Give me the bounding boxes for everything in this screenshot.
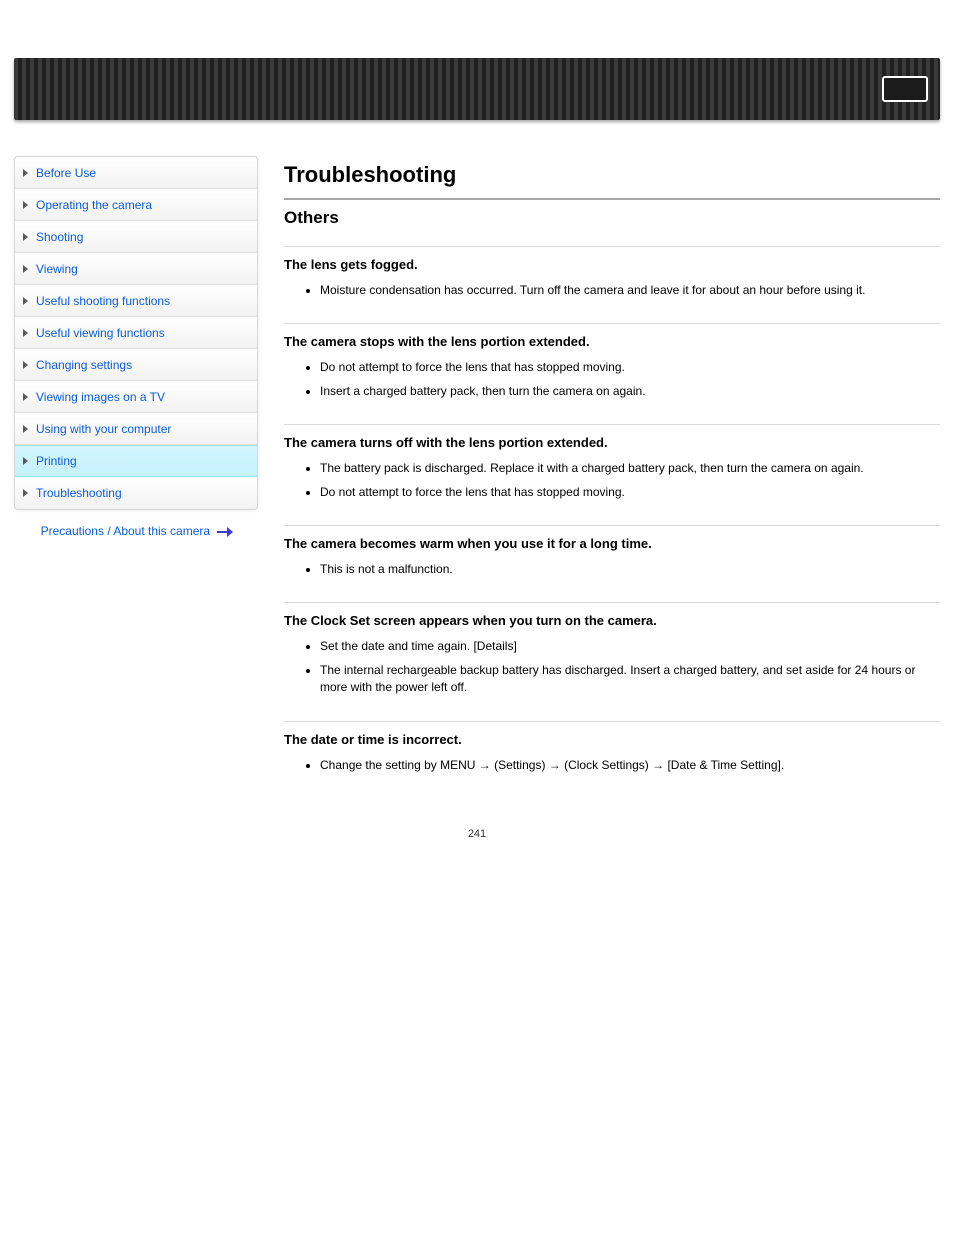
sidebar-item[interactable]: Printing <box>15 445 257 477</box>
list-item: Set the date and time again. [Details] <box>320 638 940 655</box>
subsection-heading: The lens gets fogged. <box>284 257 940 272</box>
sidebar-item-label: Useful shooting functions <box>36 294 170 308</box>
subsection-heading: The Clock Set screen appears when you tu… <box>284 613 940 628</box>
caret-right-icon <box>23 265 28 273</box>
columns: Before Use Operating the camera Shooting Vi… <box>14 156 940 798</box>
list-item: Do not attempt to force the lens that ha… <box>320 359 940 376</box>
sidebar-item-label: Viewing images on a TV <box>36 390 165 404</box>
sidebar-item-label: Printing <box>36 454 77 468</box>
page: Before Use Operating the camera Shooting Vi… <box>0 58 954 880</box>
caret-right-icon <box>23 489 28 497</box>
subsection: The camera turns off with the lens porti… <box>284 424 940 525</box>
subsection-list: The battery pack is discharged. Replace … <box>320 460 940 501</box>
page-number: 241 <box>14 828 940 840</box>
subsection-heading: The camera turns off with the lens porti… <box>284 435 940 450</box>
sidebar-item-label: Using with your computer <box>36 422 171 436</box>
arrow-right-icon <box>217 528 231 536</box>
caret-right-icon <box>23 329 28 337</box>
sidebar-item[interactable]: Viewing images on a TV <box>15 381 257 413</box>
sidebar-footer-link[interactable]: Precautions / About this camera <box>14 524 258 538</box>
sidebar-item-label: Changing settings <box>36 358 132 372</box>
sidebar-footer-label: Precautions / About this camera <box>41 524 210 538</box>
caret-right-icon <box>23 297 28 305</box>
subsection-list: Moisture condensation has occurred. Turn… <box>320 282 940 299</box>
subsection-list: Set the date and time again. [Details] Th… <box>320 638 940 696</box>
subsection: The camera becomes warm when you use it … <box>284 525 940 602</box>
subsection: The lens gets fogged. Moisture condensati… <box>284 246 940 323</box>
list-item: Change the setting by MENU → (Settings) … <box>320 757 940 774</box>
sidebar-item[interactable]: Using with your computer <box>15 413 257 445</box>
list-item: The internal rechargeable backup battery… <box>320 662 940 697</box>
subsection: The Clock Set screen appears when you tu… <box>284 602 940 720</box>
sidebar-item-label: Useful viewing functions <box>36 326 165 340</box>
sidebar-item[interactable]: Changing settings <box>15 349 257 381</box>
sidebar-item[interactable]: Troubleshooting <box>15 477 257 509</box>
sidebar-item-label: Before Use <box>36 166 96 180</box>
page-title: Troubleshooting <box>284 162 940 188</box>
subsection-list: Change the setting by MENU → (Settings) … <box>320 757 940 774</box>
caret-right-icon <box>23 393 28 401</box>
subsections: The lens gets fogged. Moisture condensati… <box>284 246 940 798</box>
caret-right-icon <box>23 169 28 177</box>
sidebar-item[interactable]: Useful shooting functions <box>15 285 257 317</box>
caret-right-icon <box>23 201 28 209</box>
subsection-list: Do not attempt to force the lens that ha… <box>320 359 940 400</box>
subsection-heading: The camera stops with the lens portion e… <box>284 334 940 349</box>
list-item: Insert a charged battery pack, then turn… <box>320 383 940 400</box>
list-item: The battery pack is discharged. Replace … <box>320 460 940 477</box>
caret-right-icon <box>23 425 28 433</box>
sidebar-item[interactable]: Operating the camera <box>15 189 257 221</box>
caret-right-icon <box>23 457 28 465</box>
section-title: Others <box>284 198 940 234</box>
list-item: This is not a malfunction. <box>320 561 940 578</box>
sidebar-item[interactable]: Viewing <box>15 253 257 285</box>
list-item: Do not attempt to force the lens that ha… <box>320 484 940 501</box>
sidebar-item-label: Operating the camera <box>36 198 152 212</box>
caret-right-icon <box>23 233 28 241</box>
sidebar: Before Use Operating the camera Shooting Vi… <box>14 156 258 798</box>
caret-right-icon <box>23 361 28 369</box>
sidebar-item[interactable]: Useful viewing functions <box>15 317 257 349</box>
subsection: The date or time is incorrect. Change the… <box>284 721 940 798</box>
sidebar-item-label: Shooting <box>36 230 83 244</box>
header-bar <box>14 58 940 120</box>
subsection-heading: The camera becomes warm when you use it … <box>284 536 940 551</box>
list-item: Moisture condensation has occurred. Turn… <box>320 282 940 299</box>
main-content: Troubleshooting Others The lens gets fog… <box>284 156 940 798</box>
nav-panel: Before Use Operating the camera Shooting Vi… <box>14 156 258 510</box>
header-button[interactable] <box>882 76 928 102</box>
subsection-list: This is not a malfunction. <box>320 561 940 578</box>
subsection-heading: The date or time is incorrect. <box>284 732 940 747</box>
sidebar-item-label: Viewing <box>36 262 78 276</box>
sidebar-item-label: Troubleshooting <box>36 486 122 500</box>
subsection: The camera stops with the lens portion e… <box>284 323 940 424</box>
sidebar-item[interactable]: Before Use <box>15 157 257 189</box>
sidebar-item[interactable]: Shooting <box>15 221 257 253</box>
